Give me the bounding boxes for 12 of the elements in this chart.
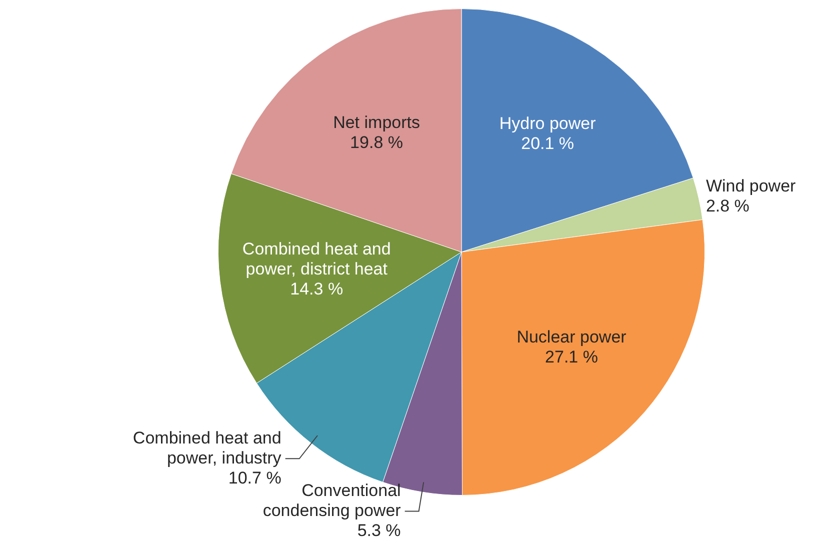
slice-label: Wind power <box>706 176 796 196</box>
data-label: 19.8 % <box>350 133 403 152</box>
slice-label: Hydro power <box>499 114 596 133</box>
data-label: 14.3 % <box>290 279 344 298</box>
data-label: 27.1 % <box>545 348 598 367</box>
slice-label: Nuclear power <box>516 328 627 347</box>
slice-label: Net imports <box>333 113 420 132</box>
slice-label: Combined heat and power, district heat <box>242 239 391 278</box>
slice-label: Combined heat and power, industry <box>132 428 282 468</box>
data-label: 5.3 % <box>357 520 401 540</box>
data-label: 20.1 % <box>521 134 574 153</box>
data-label: 2.8 % <box>706 196 750 216</box>
